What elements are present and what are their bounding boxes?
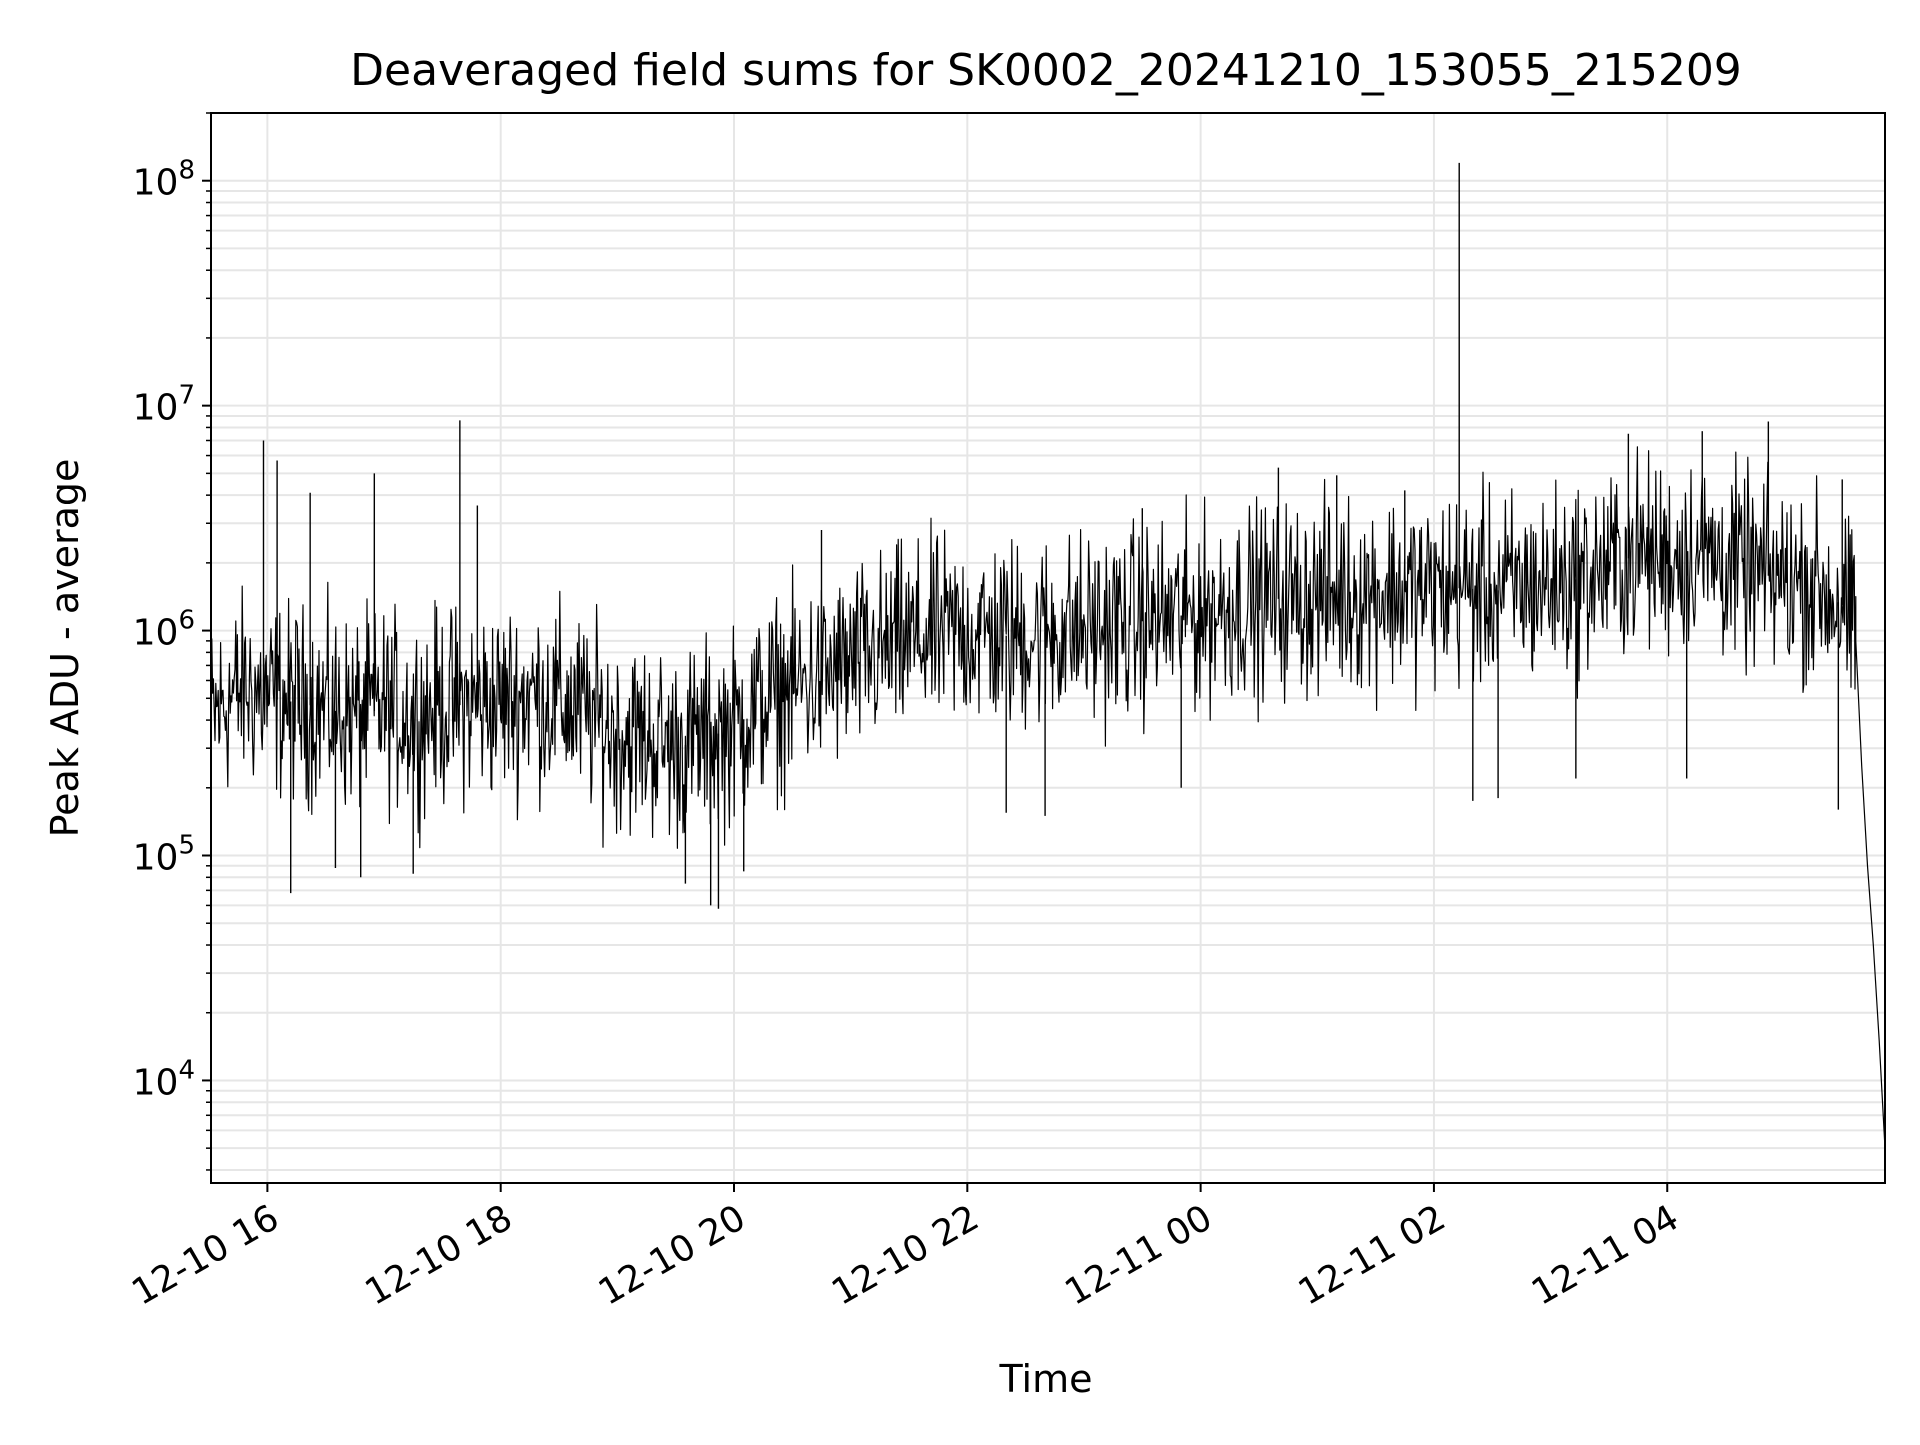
y-tick-label: 104 xyxy=(133,1055,195,1103)
data-layer xyxy=(210,162,1886,1149)
y-tick-base: 10 xyxy=(133,388,179,429)
y-tick-exponent: 6 xyxy=(178,606,195,636)
y-axis-label: Peak ADU - average xyxy=(43,459,87,838)
x-tick-label: 12-11 00 xyxy=(1058,1197,1219,1313)
x-tick-label: 12-11 02 xyxy=(1292,1197,1453,1313)
y-tick-exponent: 4 xyxy=(178,1055,195,1085)
y-tick-base: 10 xyxy=(133,613,179,654)
y-tick-label: 105 xyxy=(133,831,195,879)
x-axis-label: Time xyxy=(999,1357,1093,1401)
y-tick-label: 106 xyxy=(133,606,195,654)
x-tick-label: 12-11 04 xyxy=(1525,1197,1686,1313)
y-tick-base: 10 xyxy=(133,1062,179,1103)
data-series-line xyxy=(210,446,1886,1149)
x-tick-label: 12-10 18 xyxy=(359,1197,520,1313)
x-tick-label: 12-10 20 xyxy=(592,1197,753,1313)
y-tick-base: 10 xyxy=(133,838,179,879)
y-tick-exponent: 8 xyxy=(178,156,195,186)
y-tick-base: 10 xyxy=(133,163,179,204)
x-tick-label: 12-10 22 xyxy=(825,1197,986,1313)
y-tick-exponent: 7 xyxy=(178,381,195,411)
y-tick-label: 107 xyxy=(133,381,195,429)
y-tick-exponent: 5 xyxy=(178,831,195,861)
y-tick-label: 108 xyxy=(133,156,195,204)
grid-lines xyxy=(211,112,1885,1183)
chart-title: Deaveraged field sums for SK0002_2024121… xyxy=(350,45,1742,96)
plot-frame xyxy=(210,112,1886,1184)
x-tick-label: 12-10 16 xyxy=(125,1197,286,1313)
